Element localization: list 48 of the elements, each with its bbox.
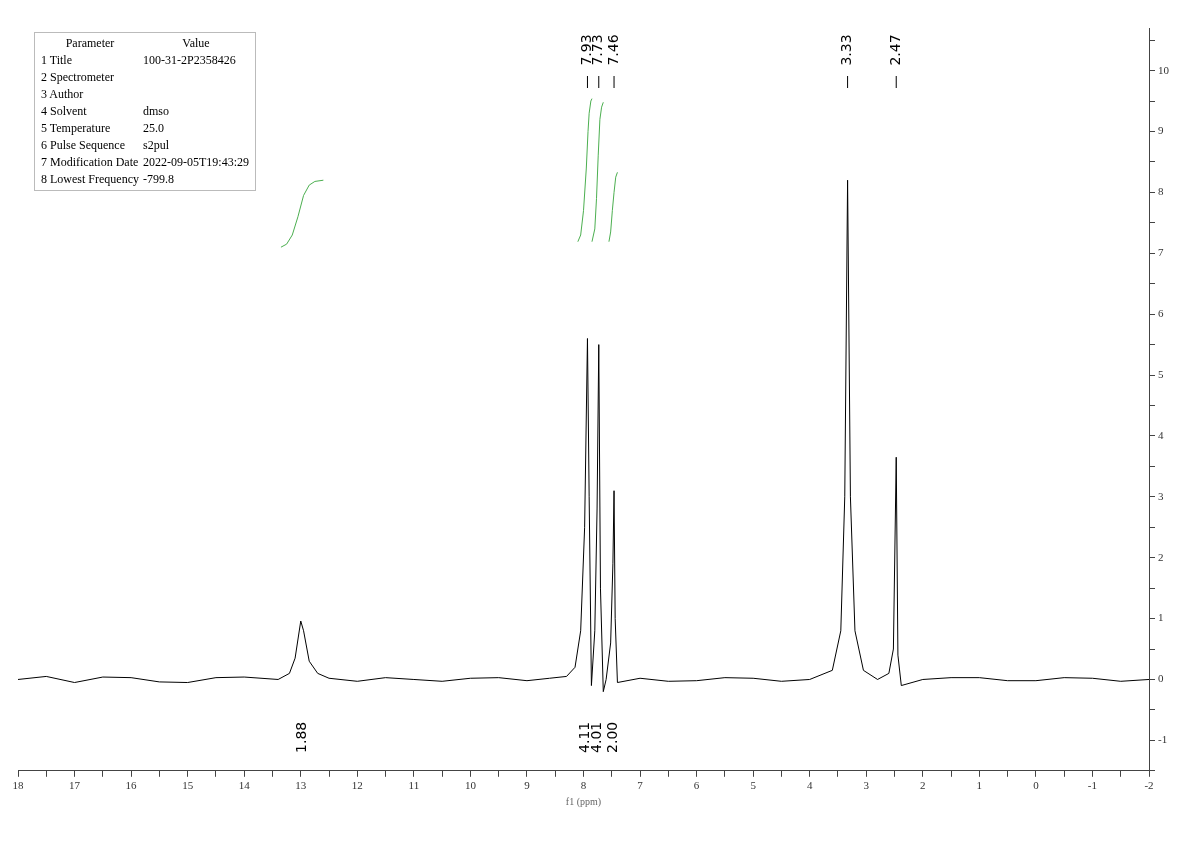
x-tick-label: 1 [976,779,983,792]
y-tick-label: 5 [1158,367,1164,380]
x-tick-label: 9 [524,779,531,792]
x-tick-label: 14 [238,779,251,792]
x-tick-label: 6 [693,779,700,792]
y-tick-label: 8 [1158,185,1164,198]
x-tick-label: 0 [1033,779,1040,792]
annotation: 7.46 [604,34,621,66]
annotation: 3 Author [40,86,85,103]
x-tick-label: 2 [920,779,926,792]
y-tick-label: 6 [1158,307,1164,320]
y-tick-label: 9 [1158,124,1164,137]
x-tick-label: 5 [750,779,757,792]
x-tick-label: 12 [351,779,363,792]
x-tick-label: 4 [806,779,813,792]
x-tick-label: 7 [637,779,644,792]
annotation: 8 Lowest Frequency -799.8 [40,171,175,188]
x-tick-label: 3 [863,779,870,792]
text: 4 Solvent dmso [41,104,169,118]
x-tick-label: 17 [69,779,81,792]
text: Parameter Value [65,36,210,50]
annotation: 2.47 [886,34,903,66]
text: 6 Pulse Sequence s2pul [41,138,169,152]
annotation: 7 Modification Date 2022-09-05T19:43:29 [40,154,250,171]
y-tick-label: 7 [1158,246,1164,259]
y-tick-label: 0 [1158,672,1164,685]
annotation: 1.88 [292,721,309,753]
y-tick-label: 1 [1158,611,1164,624]
annotation: 2.00 [603,721,620,753]
x-tick-label: 8 [580,779,587,792]
annotation: 3.33 [838,34,855,66]
y-tick-label: 10 [1158,63,1170,76]
x-tick-label: 15 [182,779,194,792]
text: 1 Title 100-31-2P2358426 [41,53,236,67]
y-tick-label: 2 [1158,550,1164,563]
y-tick-label: 3 [1158,489,1164,502]
x-tick-label: 13 [295,779,307,792]
x-tick-label: -1 [1087,779,1098,792]
x-tick-label: 10 [464,779,477,792]
x-tick-label: 18 [12,779,24,792]
x-axis-title: f1 (ppm) [565,795,602,808]
annotation: 2 Spectrometer [40,69,115,86]
x-tick-label: 11 [408,779,420,792]
text: 5 Temperature 25.0 [41,121,164,135]
x-tick-label: -2 [1144,779,1154,792]
y-tick-label: -1 [1158,733,1168,746]
x-tick-label: 16 [125,779,138,792]
y-tick-label: 4 [1158,428,1164,441]
